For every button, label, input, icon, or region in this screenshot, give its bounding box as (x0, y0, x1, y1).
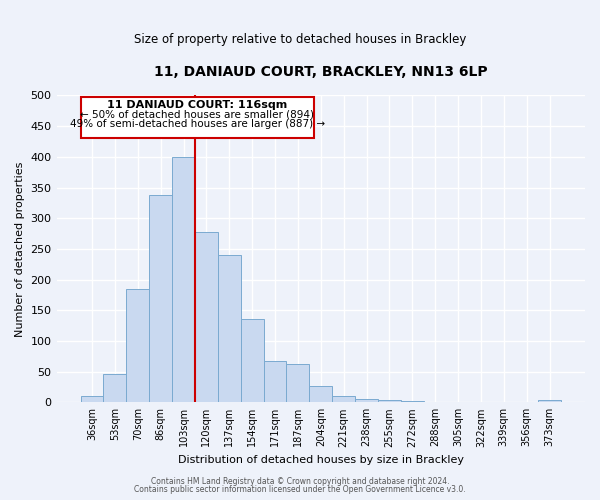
Bar (401, 401, 424, 402)
Bar (538, 400, 561, 402)
Y-axis label: Number of detached properties: Number of detached properties (15, 161, 25, 336)
Bar (310, 386, 332, 402)
Bar (241, 319, 263, 402)
Bar (172, 157, 195, 402)
Bar (263, 360, 286, 403)
Text: Contains HM Land Registry data © Crown copyright and database right 2024.: Contains HM Land Registry data © Crown c… (151, 477, 449, 486)
Text: Size of property relative to detached houses in Brackley: Size of property relative to detached ho… (134, 32, 466, 46)
Bar (378, 400, 401, 402)
Bar (127, 289, 149, 403)
Text: Contains public sector information licensed under the Open Government Licence v3: Contains public sector information licen… (134, 485, 466, 494)
Bar (195, 232, 218, 402)
FancyBboxPatch shape (81, 96, 314, 138)
Bar (103, 374, 127, 402)
Text: ← 50% of detached houses are smaller (894): ← 50% of detached houses are smaller (89… (80, 110, 314, 120)
X-axis label: Distribution of detached houses by size in Brackley: Distribution of detached houses by size … (178, 455, 464, 465)
Bar (218, 255, 241, 402)
Bar (355, 398, 378, 402)
Bar (286, 364, 310, 403)
Title: 11, DANIAUD COURT, BRACKLEY, NN13 6LP: 11, DANIAUD COURT, BRACKLEY, NN13 6LP (154, 65, 488, 79)
Bar (149, 195, 172, 402)
Bar (332, 396, 355, 402)
Text: 49% of semi-detached houses are larger (887) →: 49% of semi-detached houses are larger (… (70, 119, 325, 129)
Text: 11 DANIAUD COURT: 116sqm: 11 DANIAUD COURT: 116sqm (107, 100, 287, 110)
Bar (80, 396, 103, 402)
